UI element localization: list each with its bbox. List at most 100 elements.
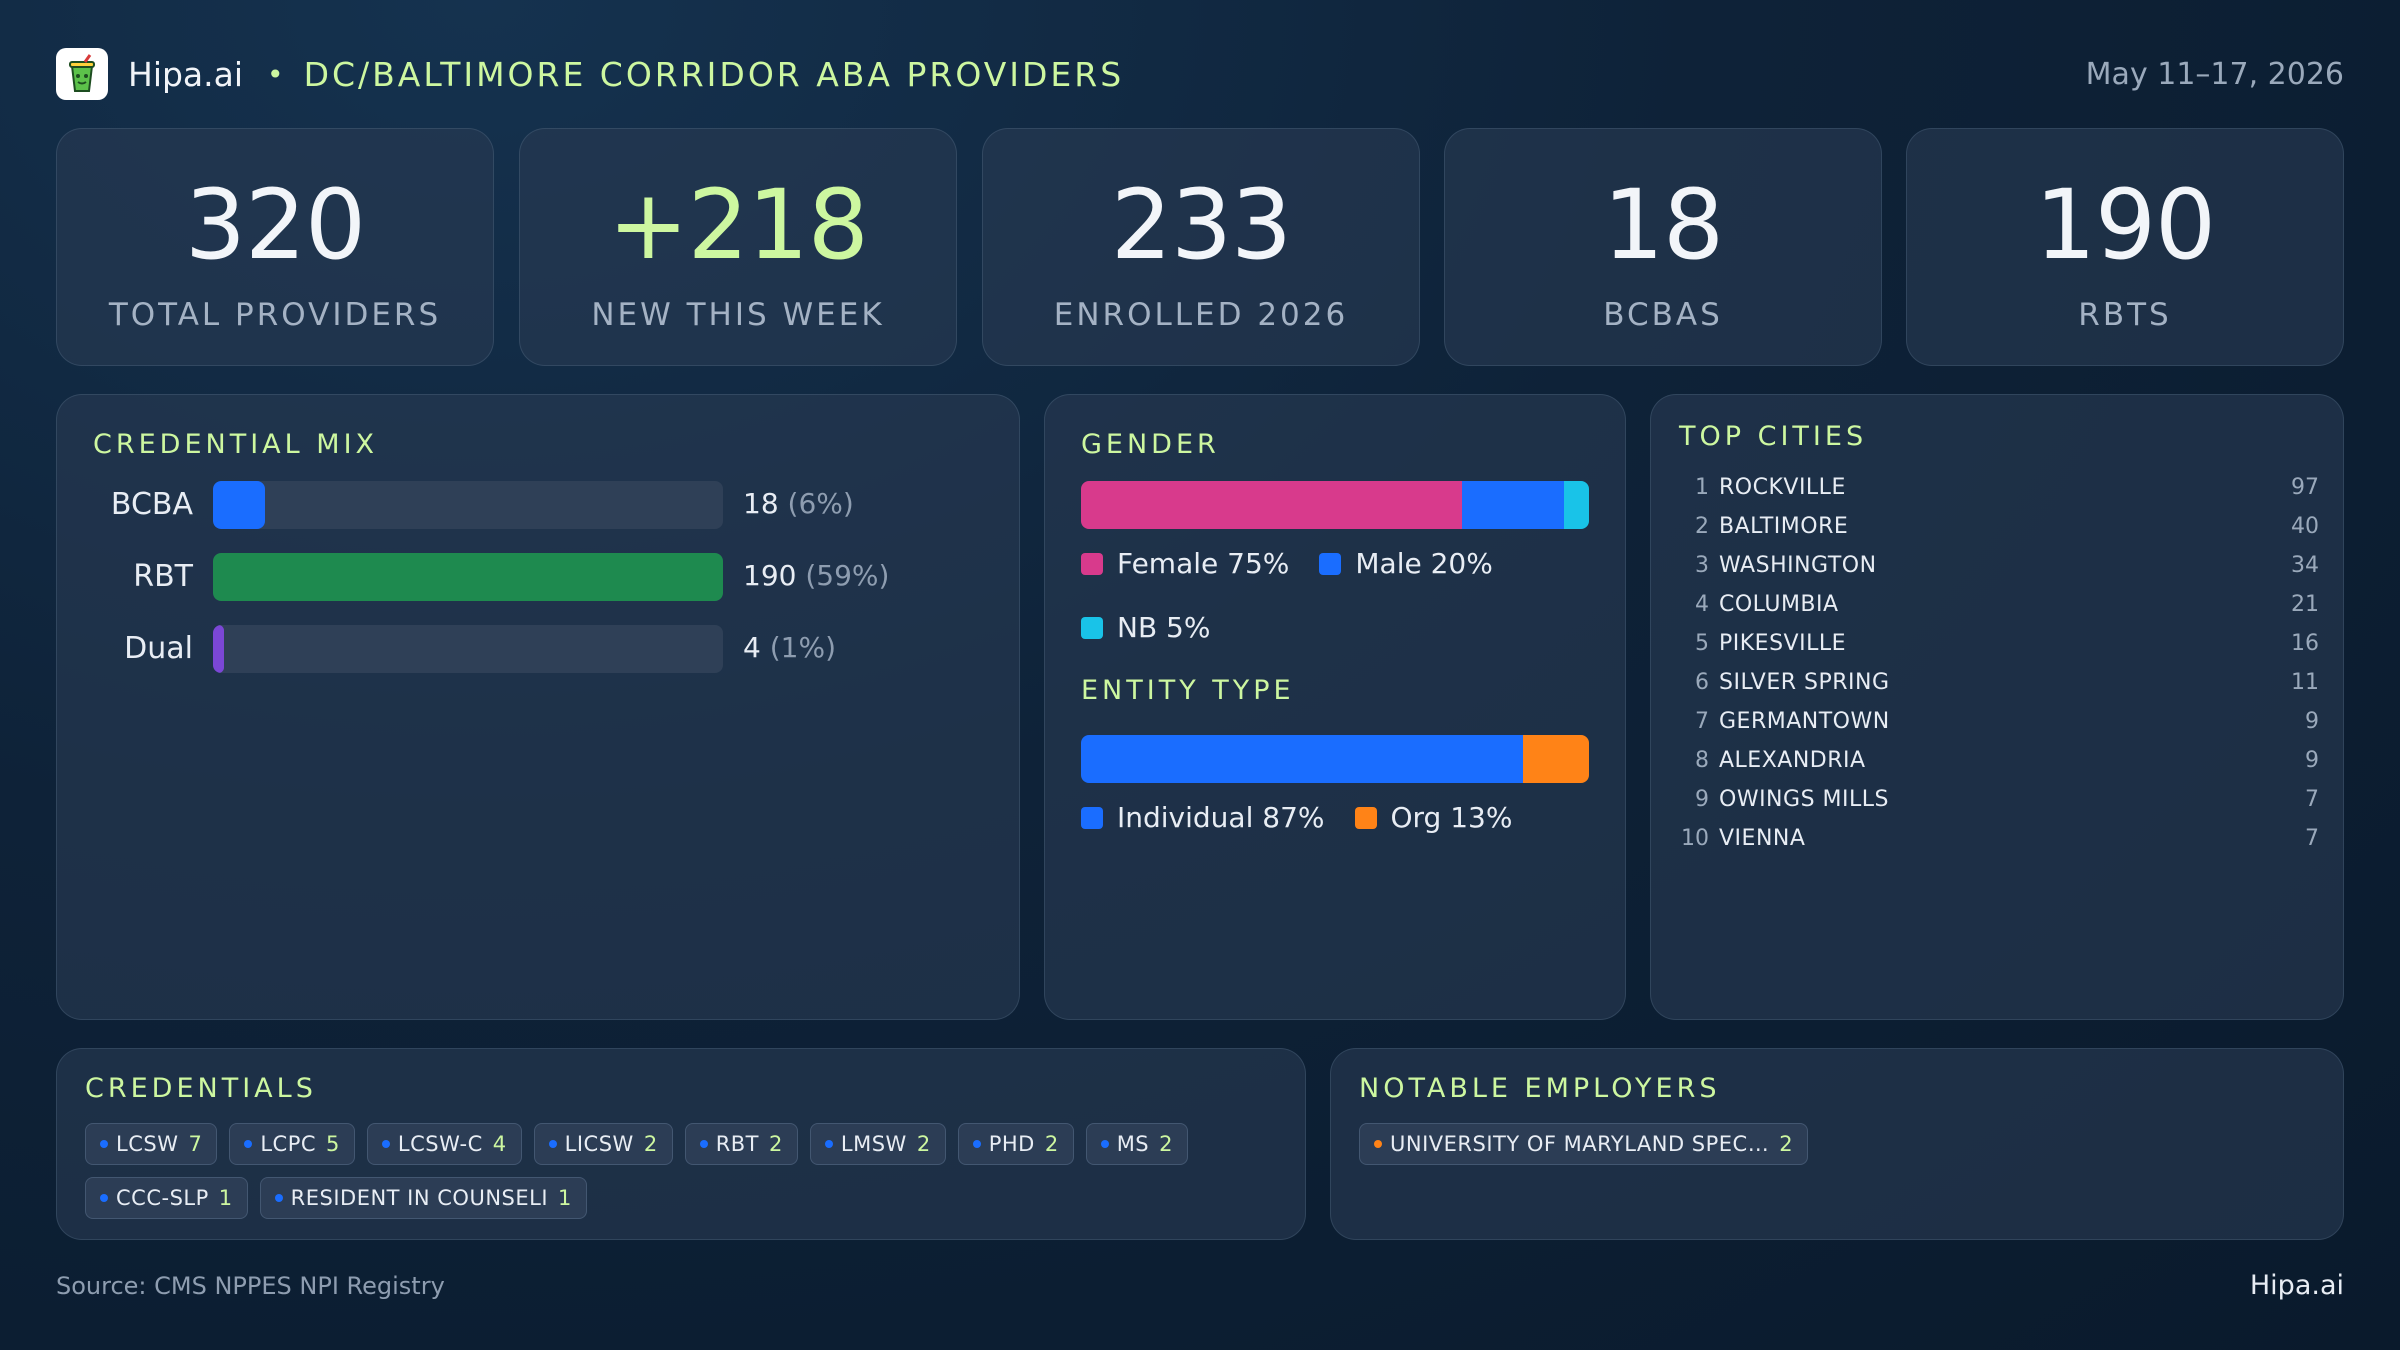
gender-legend-row2: NB 5%: [1081, 611, 1240, 644]
credential-mix-chart: BCBA 18 (6%) RBT 190 (59%) Dual 4 (1%): [57, 395, 1019, 1019]
date-range: May 11–17, 2026: [2085, 56, 2344, 92]
gender-legend: Female 75% Male 20%: [1081, 547, 1523, 580]
bar-value: 190: [743, 559, 806, 592]
credential-mix-title: CREDENTIAL MIX: [93, 429, 379, 460]
chip-label: CCC-SLP: [116, 1186, 209, 1210]
city-rank: 3: [1695, 553, 1709, 578]
city-count: 7: [2305, 826, 2319, 851]
chip-label: RESIDENT IN COUNSELI: [290, 1186, 549, 1210]
footer-brand: Hipa.ai: [2249, 1270, 2344, 1301]
chip-count: 2: [1044, 1132, 1059, 1156]
legend-swatch: [1081, 616, 1103, 639]
stack-segment-org: [1522, 735, 1589, 783]
chip-label: PHD: [988, 1132, 1035, 1156]
city-name: ROCKVILLE: [1719, 475, 1846, 500]
chip-label: LICSW: [564, 1132, 634, 1156]
kpi-label: RBTS: [2078, 297, 2172, 333]
city-count: 9: [2305, 709, 2319, 734]
kpi-value: +218: [608, 169, 869, 281]
city-count: 11: [2291, 670, 2319, 695]
city-name: WASHINGTON: [1719, 553, 1877, 578]
city-count: 21: [2291, 592, 2319, 617]
kpi-value: 190: [2034, 169, 2216, 281]
bar-value-label: 4 (1%): [743, 631, 836, 664]
credential-mix-row-dual: Dual 4 (1%): [57, 623, 1019, 675]
chip: LCPC 5: [229, 1123, 355, 1165]
bar-category-label: RBT: [133, 559, 193, 594]
city-name: OWINGS MILLS: [1719, 787, 1889, 812]
city-row: 1 ROCKVILLE 97: [1679, 475, 2319, 514]
entity-type-stacked-bar: [1081, 735, 1589, 783]
stack-segment-male: [1462, 481, 1564, 529]
chip-count: 4: [492, 1132, 507, 1156]
chip: MS 2: [1085, 1123, 1189, 1165]
legend-label: NB 5%: [1117, 611, 1211, 644]
bar-value-label: 190 (59%): [743, 559, 889, 592]
bar-value: 18: [743, 487, 788, 520]
chip-label: LCSW: [116, 1132, 179, 1156]
legend-swatch: [1081, 806, 1103, 829]
chip-count: 7: [188, 1132, 203, 1156]
city-count: 16: [2291, 631, 2319, 656]
city-row: 2 BALTIMORE 40: [1679, 514, 2319, 553]
chip-count: 2: [916, 1132, 931, 1156]
chip-label: UNIVERSITY OF MARYLAND SPEC…: [1390, 1132, 1770, 1156]
chip-dot-icon: [244, 1140, 253, 1148]
legend-label: Male 20%: [1355, 547, 1493, 580]
chip-count: 5: [326, 1132, 340, 1156]
chip-dot-icon: [100, 1194, 108, 1202]
chip-dot-icon: [1374, 1140, 1382, 1148]
chip: UNIVERSITY OF MARYLAND SPEC… 2: [1359, 1123, 1809, 1165]
chip-dot-icon: [699, 1140, 708, 1148]
gender-entity-panel: GENDER Female 75% Male 20% NB 5% ENTITY …: [1044, 394, 1626, 1020]
bar-percent: (1%): [769, 631, 836, 664]
bar-bcba: [213, 481, 265, 529]
legend-male: Male 20%: [1319, 547, 1493, 580]
city-count: 97: [2291, 475, 2319, 500]
city-name: BALTIMORE: [1719, 514, 1849, 539]
legend-swatch: [1354, 806, 1377, 829]
bar-value: 4: [743, 631, 770, 664]
kpi-label: NEW THIS WEEK: [591, 297, 885, 333]
stack-segment-nb: [1563, 481, 1589, 529]
city-row: 4 COLUMBIA 21: [1679, 592, 2319, 631]
kpi-label: TOTAL PROVIDERS: [108, 297, 442, 333]
notable-employers-title: NOTABLE EMPLOYERS: [1359, 1073, 1721, 1104]
city-name: COLUMBIA: [1719, 592, 1839, 617]
legend-individual: Individual 87%: [1081, 801, 1325, 834]
top-cities-panel: TOP CITIES 1 ROCKVILLE 97 2 BALTIMORE 40 3 WASH…: [1650, 394, 2344, 1020]
city-row: 5 PIKESVILLE 16: [1679, 631, 2319, 670]
legend-nb: NB 5%: [1081, 611, 1210, 644]
city-name: VIENNA: [1719, 826, 1806, 851]
kpi-enrolled-2026: 233 ENROLLED 2026: [982, 128, 1420, 366]
kpi-label: BCBAS: [1603, 297, 1723, 333]
chip-dot-icon: [100, 1140, 108, 1148]
city-name: GERMANTOWN: [1719, 709, 1890, 734]
chip-label: RBT: [715, 1132, 760, 1156]
chip-count: 2: [769, 1132, 783, 1156]
chip: LCSW 7: [85, 1123, 218, 1165]
bar-percent: (6%): [787, 487, 854, 520]
page-title: DC/BALTIMORE CORRIDOR ABA PROVIDERS: [303, 54, 1125, 94]
drink-cup-icon: [56, 48, 108, 100]
chip-count: 1: [218, 1186, 233, 1210]
city-name: ALEXANDRIA: [1719, 748, 1866, 773]
bar-value-label: 18 (6%): [743, 487, 854, 520]
bar-track: [213, 553, 723, 601]
kpi-value: 233: [1110, 169, 1292, 281]
gender-title: GENDER: [1081, 429, 1220, 460]
legend-swatch: [1319, 552, 1342, 575]
chip: LCSW-C 4: [366, 1123, 522, 1165]
entity-type-legend: Individual 87% Org 13%: [1081, 801, 1542, 834]
stack-segment-individual: [1081, 735, 1523, 783]
chip-label: LCSW-C: [397, 1132, 483, 1156]
chip-dot-icon: [548, 1140, 557, 1148]
gender-stacked-bar: [1081, 481, 1589, 529]
chip: RESIDENT IN COUNSELI 1: [259, 1177, 587, 1219]
city-rank: 1: [1695, 475, 1709, 500]
chip: PHD 2: [957, 1123, 1074, 1165]
city-count: 40: [2291, 514, 2319, 539]
entity-type-title: ENTITY TYPE: [1081, 675, 1295, 706]
kpi-bcbas: 18 BCBAS: [1444, 128, 1882, 366]
chip-count: 2: [1159, 1132, 1174, 1156]
